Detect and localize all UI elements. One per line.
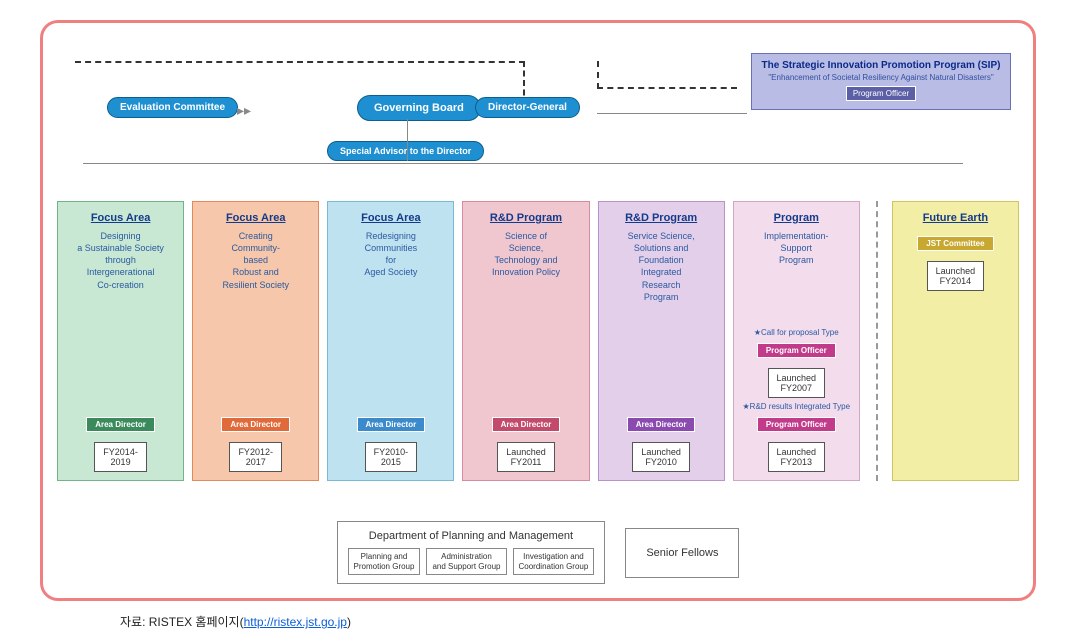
- card-date-box: FY2010- 2015: [365, 442, 418, 472]
- area-director-badge: Area Director: [627, 417, 696, 432]
- bottom-row: Department of Planning and Management Pl…: [57, 521, 1019, 584]
- card-date-box: FY2014- 2019: [94, 442, 147, 472]
- card-desc: Designing a Sustainable Society through …: [77, 230, 164, 291]
- card-desc: Science of Science, Technology and Innov…: [492, 230, 560, 279]
- dept-planning-box: Department of Planning and Management Pl…: [337, 521, 606, 584]
- sip-box: The Strategic Innovation Promotion Progr…: [751, 53, 1011, 110]
- special-advisor-pill: Special Advisor to the Director: [327, 141, 484, 161]
- main-rail: [83, 163, 963, 164]
- card-date-box: Launched FY2011: [497, 442, 555, 472]
- card-desc: Redesigning Communities for Aged Society: [364, 230, 417, 279]
- caption-prefix: 자료: RISTEX 홈페이지(: [120, 615, 244, 629]
- caption-link[interactable]: http://ristex.jst.go.jp: [244, 615, 347, 629]
- card-title: Future Earth: [923, 212, 988, 224]
- caption-suffix: ): [347, 615, 351, 629]
- connector-line: [407, 119, 408, 161]
- dept-group: Investigation and Coordination Group: [513, 548, 595, 575]
- area-director-badge: Area Director: [221, 417, 290, 432]
- program-officer-badge: Program Officer: [757, 343, 836, 358]
- program-officer-badge: Program Officer: [757, 417, 836, 432]
- card-desc: Creating Community- based Robust and Res…: [222, 230, 289, 291]
- sip-program-officer-badge: Program Officer: [846, 86, 916, 101]
- card-title: R&D Program: [490, 212, 562, 224]
- arrow-icon: ▸▸: [237, 102, 251, 119]
- card-desc: Service Science, Solutions and Foundatio…: [628, 230, 695, 303]
- area-director-badge: Area Director: [492, 417, 561, 432]
- dashed-connector-right: [597, 61, 737, 89]
- top-row: Evaluation Committee ▸▸ Governing Board …: [57, 41, 1019, 161]
- org-chart-frame: Evaluation Committee ▸▸ Governing Board …: [40, 20, 1036, 601]
- card-title: Focus Area: [91, 212, 151, 224]
- dept-groups: Planning and Promotion GroupAdministrati…: [348, 548, 595, 575]
- card-star-line: ★Call for proposal Type: [754, 328, 839, 337]
- sip-subtitle: "Enhancement of Societal Resiliency Agai…: [758, 73, 1004, 82]
- area-director-badge: Area Director: [357, 417, 426, 432]
- card-title: R&D Program: [625, 212, 697, 224]
- dashed-divider: [874, 201, 878, 481]
- dept-title: Department of Planning and Management: [348, 530, 595, 542]
- card-date-box: FY2012- 2017: [229, 442, 282, 472]
- card-desc: Implementation- Support Program: [764, 230, 829, 266]
- card-date-box: Launched FY2010: [632, 442, 690, 472]
- director-general-pill: Director-General: [475, 97, 580, 118]
- dept-group: Planning and Promotion Group: [348, 548, 421, 575]
- card-focus-community: Focus Area Creating Community- based Robu…: [192, 201, 319, 481]
- area-director-badge: JST Committee: [917, 236, 993, 251]
- card-date-box: Launched FY2007: [768, 368, 826, 398]
- card-date-box: Launched FY2014: [927, 261, 985, 291]
- card-program-impl-support: Program Implementation- Support Program ★C…: [733, 201, 860, 481]
- card-rd-service-science: R&D Program Service Science, Solutions an…: [598, 201, 725, 481]
- evaluation-committee-pill: Evaluation Committee: [107, 97, 238, 118]
- area-director-badge: Area Director: [86, 417, 155, 432]
- card-date-box: Launched FY2013: [768, 442, 826, 472]
- card-star-line: ★R&D results Integrated Type: [743, 402, 851, 411]
- cards-row: Focus Area Designing a Sustainable Societ…: [57, 201, 1019, 481]
- card-focus-intergenerational: Focus Area Designing a Sustainable Societ…: [57, 201, 184, 481]
- card-future-earth: Future Earth JST Committee Launched FY2014: [892, 201, 1019, 481]
- governing-board-pill: Governing Board: [357, 95, 481, 121]
- sip-title: The Strategic Innovation Promotion Progr…: [758, 60, 1004, 71]
- card-title: Program: [774, 212, 819, 224]
- connector-line: [597, 113, 747, 114]
- card-focus-aged: Focus Area Redesigning Communities for Ag…: [327, 201, 454, 481]
- card-title: Focus Area: [226, 212, 286, 224]
- card-rd-sti-policy: R&D Program Science of Science, Technolog…: [462, 201, 589, 481]
- dept-group: Administration and Support Group: [426, 548, 506, 575]
- card-title: Focus Area: [361, 212, 421, 224]
- senior-fellows-box: Senior Fellows: [625, 528, 739, 578]
